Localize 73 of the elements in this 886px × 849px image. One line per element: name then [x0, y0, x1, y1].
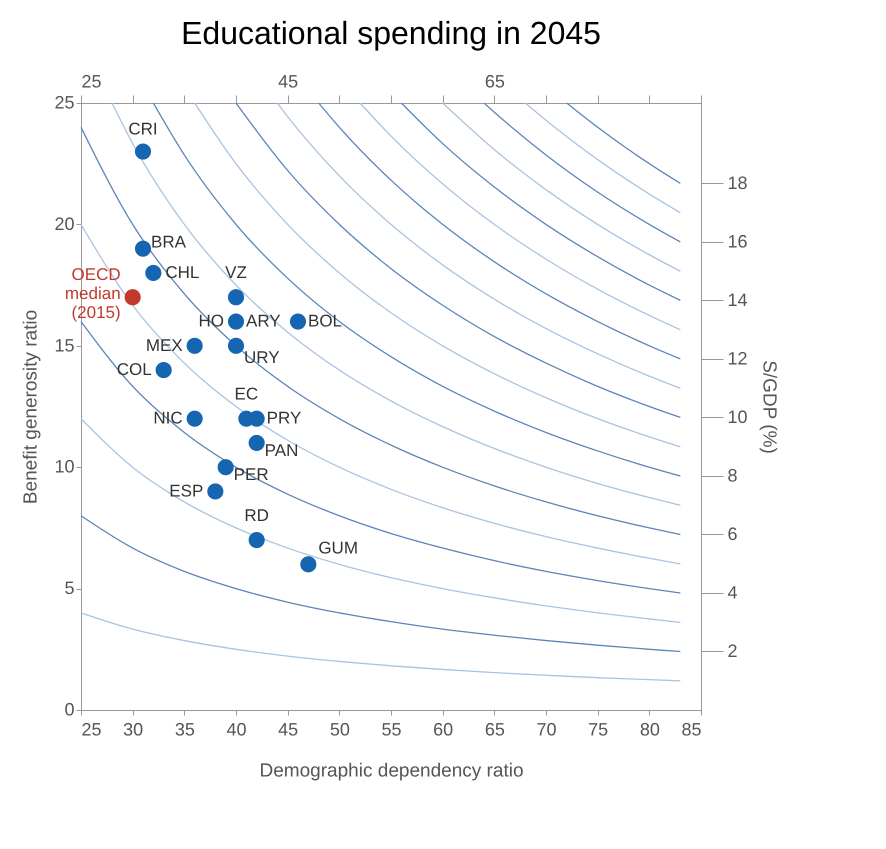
y-tick-label: 20 — [54, 214, 74, 234]
point — [145, 264, 162, 282]
point — [228, 338, 244, 354]
annotation: VZ — [225, 263, 247, 282]
chart-title: Educational spending in 2045 — [181, 15, 601, 51]
line-series — [566, 102, 681, 184]
point — [134, 240, 152, 257]
x-tick-label: 50 — [330, 720, 350, 740]
point — [248, 532, 265, 548]
x-tick-label: 35 — [174, 720, 195, 740]
annotation: ARY — [246, 312, 281, 331]
x-tick-label: 45 — [278, 720, 298, 740]
x-tick-label: 70 — [536, 720, 557, 740]
y-tick-label: 10 — [54, 456, 74, 477]
point — [228, 289, 244, 306]
y2-tick-label: 6 — [728, 524, 738, 544]
y-tick-label: 5 — [64, 578, 74, 598]
x-tick-label: 55 — [381, 720, 402, 740]
annotation: RD — [244, 506, 269, 526]
point — [228, 313, 244, 330]
point — [248, 434, 265, 451]
annotation: PRY — [266, 408, 302, 428]
y-tick-label: 25 — [54, 92, 74, 112]
y2-tick-label: 10 — [728, 406, 748, 427]
annotation: COL — [116, 360, 152, 380]
point — [156, 362, 172, 378]
annotation: BOL — [308, 312, 342, 331]
y2-tick-label: 12 — [728, 348, 748, 368]
point — [186, 338, 203, 354]
y-axis-title: Benefit generosity ratio — [20, 310, 42, 504]
x-tick-label: 40 — [226, 720, 247, 740]
x2-tick-label: 45 — [278, 72, 298, 92]
x2-tick-label: 25 — [82, 72, 102, 92]
annotation: EC — [234, 384, 258, 404]
point — [124, 289, 141, 306]
line-series — [80, 612, 681, 682]
point — [134, 144, 152, 160]
line-series — [442, 102, 681, 272]
x-tick-label: 75 — [588, 720, 608, 740]
annotation: CHL — [165, 262, 200, 282]
y-tick-label: 15 — [54, 335, 74, 356]
annotation: MEX — [146, 336, 183, 355]
y2-axis-title: S/GDP (%) — [758, 360, 780, 454]
point — [300, 556, 316, 572]
annotation: ESP — [169, 481, 204, 500]
x2-tick-label: 65 — [484, 72, 505, 92]
annotation: OECD median (2015) — [64, 265, 121, 322]
x-axis-title: Demographic dependency ratio — [259, 760, 524, 782]
point — [290, 313, 306, 330]
line-series — [524, 102, 681, 214]
line-series — [483, 102, 681, 243]
x-tick-label: 65 — [484, 720, 505, 740]
y2-tick-label: 16 — [728, 231, 748, 252]
x-tick-label: 85 — [681, 720, 702, 740]
x-tick-label: 80 — [640, 720, 660, 740]
x-tick-label: 60 — [433, 720, 454, 740]
line-series — [400, 102, 681, 302]
x-tick-label: 25 — [82, 720, 102, 740]
point — [207, 483, 224, 500]
y2-tick-label: 4 — [728, 582, 738, 602]
annotation: GUM — [318, 538, 358, 558]
annotation: PAN — [264, 440, 298, 460]
annotation: BRA — [151, 232, 187, 252]
y2-tick-label: 8 — [728, 465, 738, 486]
line-series — [359, 102, 681, 330]
point — [186, 410, 203, 427]
point — [218, 459, 234, 476]
y-tick-label: 0 — [64, 700, 74, 720]
x-tick-label: 30 — [123, 720, 144, 740]
annotation: CRI — [128, 120, 158, 139]
y2-tick-label: 14 — [728, 290, 748, 310]
y2-tick-label: 2 — [728, 640, 738, 661]
y2-tick-label: 18 — [728, 172, 748, 193]
